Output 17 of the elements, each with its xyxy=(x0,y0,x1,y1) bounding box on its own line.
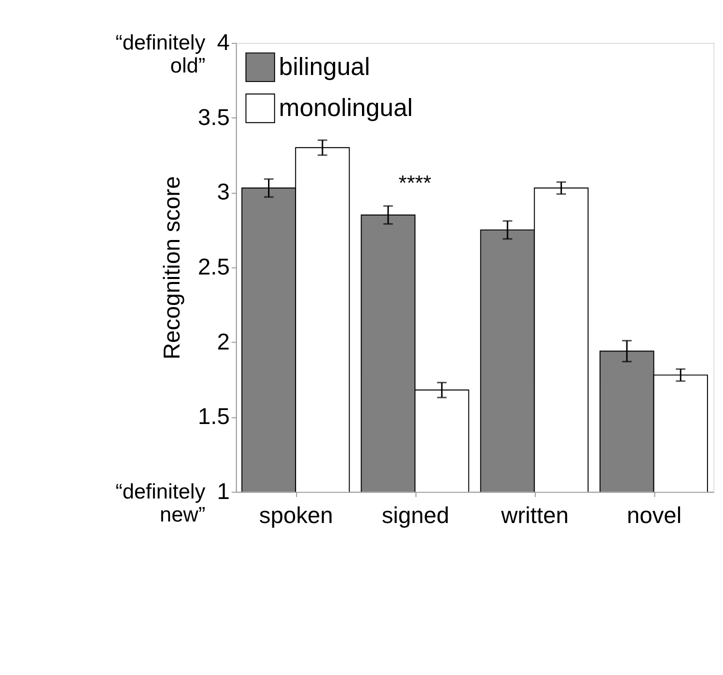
y-tick-label: 2.5 xyxy=(198,254,230,280)
x-tick-label: written xyxy=(500,502,569,528)
legend-label: bilingual xyxy=(278,54,370,81)
y-tick-label: 1 xyxy=(216,478,230,504)
text: “definitely new” xyxy=(115,480,206,526)
x-tick-label: signed xyxy=(382,502,450,528)
legend-label: monolingual xyxy=(278,94,413,122)
y-tick-label: 3.5 xyxy=(198,104,230,130)
y-axis-title: Recognition score xyxy=(158,176,185,360)
x-tick-label: spoken xyxy=(259,502,334,528)
y-tick-label: 2 xyxy=(216,328,230,354)
y-tick-label: 1.5 xyxy=(198,403,230,430)
text: “definitely old” xyxy=(115,32,206,78)
annotation: **** xyxy=(398,172,432,195)
x-tick-label: novel xyxy=(626,502,682,528)
y-tick-label: 3 xyxy=(216,178,230,205)
y-tick-label: 4 xyxy=(216,29,230,56)
